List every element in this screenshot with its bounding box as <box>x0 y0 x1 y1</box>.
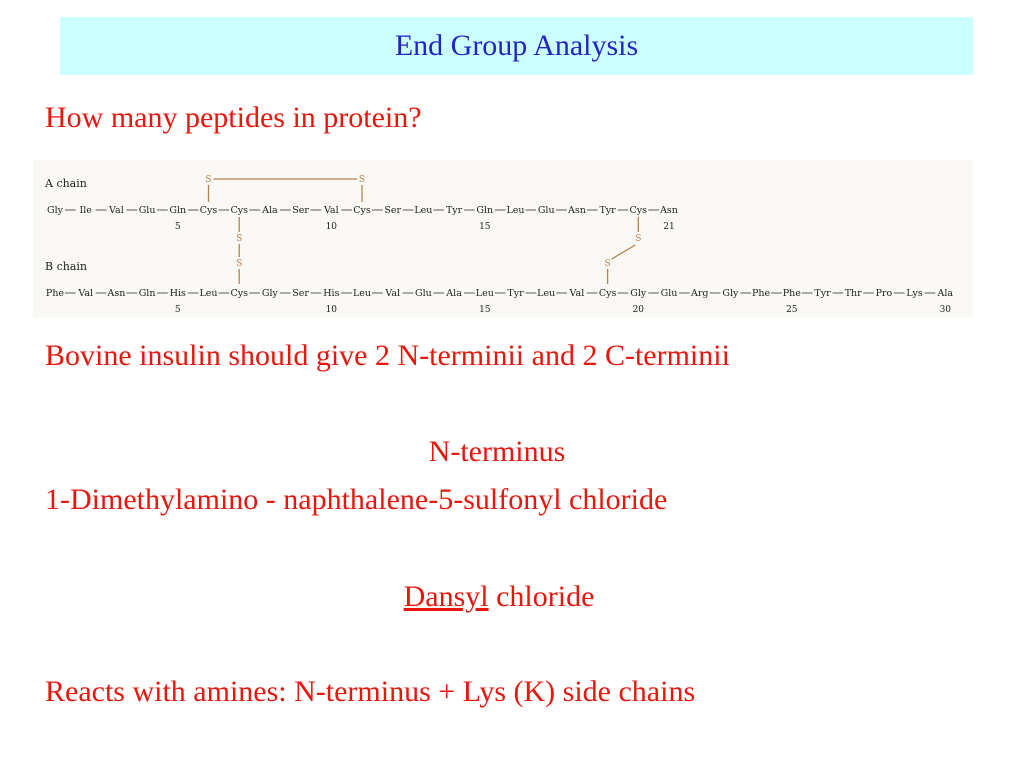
dansyl-name: Dansyl <box>403 580 489 613</box>
residue-number: 15 <box>479 222 491 232</box>
residue: Gln <box>169 205 186 216</box>
sulfur: S <box>236 259 242 269</box>
residue: Leu <box>199 288 217 299</box>
residue: Asn <box>106 288 125 299</box>
sulfur: S <box>635 234 641 244</box>
residue: Ala <box>261 205 278 216</box>
residue: Cys <box>230 205 248 216</box>
residue: Cys <box>353 205 371 216</box>
question: How many peptides in protein? <box>45 101 422 134</box>
residue: Pro <box>876 288 893 299</box>
reagent: 1-Dimethylamino - naphthalene-5-sulfonyl… <box>45 483 668 516</box>
sulfur: S <box>205 175 211 185</box>
residue: Cys <box>599 288 617 299</box>
title: End Group Analysis <box>60 17 973 75</box>
residue: Val <box>569 288 585 299</box>
sulfur: S <box>236 234 242 244</box>
residue: Phe <box>752 288 771 299</box>
chain-label: A chain <box>44 177 87 190</box>
residue: Gln <box>476 205 493 216</box>
residue: Thr <box>845 288 862 299</box>
residue: Val <box>384 288 400 299</box>
sulfur: S <box>359 175 365 185</box>
residue: Ser <box>292 288 309 299</box>
residue: Leu <box>414 205 432 216</box>
residue: Gly <box>47 205 64 216</box>
residue: Leu <box>537 288 555 299</box>
residue: Val <box>77 288 93 299</box>
residue: Tyr <box>446 205 463 216</box>
residue: His <box>170 288 186 299</box>
residue: Gly <box>262 288 279 299</box>
residue: Cys <box>630 205 648 216</box>
residue-number: 15 <box>479 305 491 315</box>
sulfur: S <box>605 259 611 269</box>
residue: Glu <box>661 288 678 299</box>
residue: Arg <box>690 288 708 299</box>
residue: Leu <box>353 288 371 299</box>
residue: Ser <box>292 205 309 216</box>
residue: Cys <box>200 205 218 216</box>
residue: Glu <box>139 205 156 216</box>
residue-number: 20 <box>633 305 645 315</box>
residue: Cys <box>230 288 248 299</box>
residue: Leu <box>506 205 524 216</box>
residue: Gly <box>722 288 739 299</box>
residue: Ala <box>445 288 462 299</box>
residue-number: 21 <box>663 222 674 232</box>
residue: Lys <box>906 288 923 299</box>
residue: Ser <box>384 205 401 216</box>
residue: Ile <box>79 205 92 216</box>
residue: Val <box>108 205 124 216</box>
residue-number: 25 <box>786 305 798 315</box>
residue: Phe <box>783 288 802 299</box>
residue: Glu <box>415 288 432 299</box>
residue: Glu <box>538 205 555 216</box>
residue: Tyr <box>814 288 831 299</box>
residue: Leu <box>476 288 494 299</box>
residue-number: 10 <box>326 222 338 232</box>
residue: Asn <box>659 205 678 216</box>
residue: Tyr <box>507 288 524 299</box>
residue-number: 5 <box>175 305 181 315</box>
n-terminus-heading: N-terminus <box>428 435 566 468</box>
residue-number: 30 <box>940 305 952 315</box>
residue: Tyr <box>599 205 616 216</box>
residue: His <box>323 288 339 299</box>
residue: Val <box>323 205 339 216</box>
residue: Phe <box>46 288 65 299</box>
residue: Gly <box>630 288 647 299</box>
figure-background <box>33 160 973 318</box>
statement: Bovine insulin should give 2 N-terminii … <box>45 339 730 372</box>
residue: Ala <box>937 288 954 299</box>
dansyl-line: Dansyl chloride <box>0 573 998 621</box>
residue: Asn <box>567 205 586 216</box>
reaction: Reacts with amines: N-terminus + Lys (K)… <box>45 675 696 708</box>
residue-number: 5 <box>175 222 181 232</box>
disulfide-bond <box>611 244 636 260</box>
chain-label: B chain <box>45 260 87 273</box>
dansyl-suffix: chloride <box>496 580 595 613</box>
residue: Gln <box>139 288 156 299</box>
insulin-figure: A chain Gly Ile Val Glu Gln Cys Cys Ala Ser Val Cys… <box>33 160 973 318</box>
residue-number: 10 <box>326 305 338 315</box>
